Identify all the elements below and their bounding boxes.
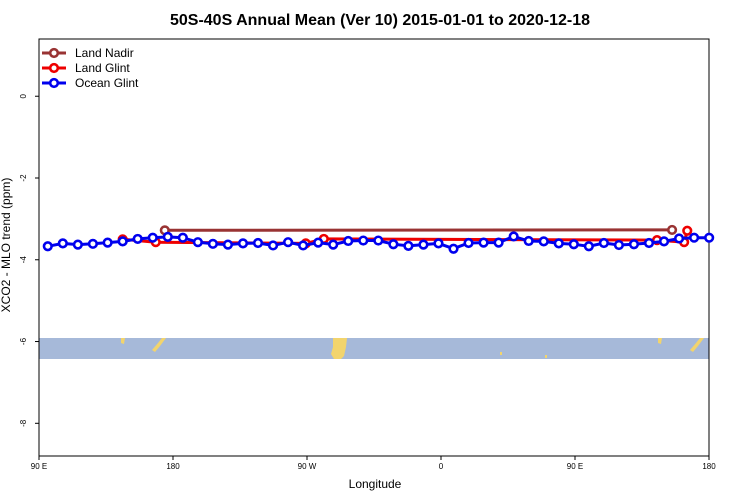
data-point	[298, 240, 309, 251]
x-tick-label: 0	[439, 462, 444, 471]
x-tick-label: 180	[702, 462, 716, 471]
data-point	[643, 237, 655, 249]
legend-marker	[48, 77, 60, 89]
data-point	[628, 239, 640, 250]
land-patches	[121, 338, 704, 359]
data-point	[538, 236, 549, 247]
data-point	[478, 237, 489, 248]
data-point	[192, 237, 203, 248]
data-point	[418, 239, 429, 250]
legend-marker	[48, 62, 60, 74]
data-point	[72, 239, 83, 250]
data-point	[658, 236, 670, 247]
data-point	[523, 235, 534, 247]
data-point	[433, 238, 444, 249]
data-point	[87, 238, 98, 249]
data-point	[162, 231, 173, 242]
plot-frame	[38, 38, 710, 457]
legend-marker	[48, 47, 60, 59]
data-point	[598, 237, 609, 249]
data-point	[493, 237, 504, 248]
data-point	[132, 233, 143, 245]
data-point	[267, 240, 279, 251]
data-point	[689, 232, 700, 243]
data-point	[313, 237, 324, 248]
data-point	[57, 238, 68, 249]
legend-label: Ocean Glint	[75, 76, 139, 90]
data-point	[666, 224, 678, 236]
x-tick-label: 90 E	[567, 462, 583, 471]
land-patch-new-zealand-right	[658, 338, 704, 352]
land-patch-new-zealand-left	[121, 338, 166, 352]
data-point	[448, 243, 459, 254]
data-point	[207, 238, 219, 249]
data-point	[463, 237, 474, 249]
y-tick-label: 0	[19, 93, 28, 98]
legend-label: Land Glint	[75, 61, 130, 75]
data-point	[147, 232, 158, 243]
data-point	[682, 225, 693, 236]
data-point	[222, 239, 234, 250]
y-tick-label: -2	[19, 174, 28, 182]
data-point	[237, 238, 249, 249]
data-point	[343, 235, 354, 247]
land-patch-south-america	[331, 338, 347, 359]
data-point	[373, 235, 384, 246]
data-point	[704, 232, 715, 243]
x-axis-label: Longitude	[349, 477, 402, 491]
data-point	[282, 237, 294, 248]
x-axis: 90 E 180 90 W 0 90 E 180	[31, 456, 716, 471]
data-point	[388, 239, 399, 250]
data-point	[117, 236, 128, 247]
legend-label: Land Nadir	[75, 46, 134, 60]
y-tick-label: -4	[19, 256, 28, 264]
y-axis: 0 -2 -4 -6 -8	[19, 93, 39, 427]
x-tick-label: 90 E	[31, 462, 47, 471]
chart-title: 50S-40S Annual Mean (Ver 10) 2015-01-01 …	[170, 12, 590, 29]
data-point	[42, 241, 53, 252]
data-point	[553, 238, 564, 249]
x-tick-label: 90 W	[298, 462, 317, 471]
data-point	[673, 233, 685, 244]
y-tick-label: -6	[19, 337, 28, 345]
ocean-band	[39, 338, 709, 359]
data-point	[328, 239, 339, 250]
data-point	[252, 237, 264, 249]
data-point	[613, 239, 625, 251]
data-point	[358, 235, 369, 246]
data-point	[177, 232, 188, 243]
y-tick-label: -8	[19, 419, 28, 427]
series-layer	[42, 224, 715, 254]
data-point	[508, 231, 519, 242]
data-point	[568, 239, 579, 250]
data-point	[583, 241, 594, 252]
data-point	[403, 240, 414, 251]
x-tick-label: 180	[166, 462, 180, 471]
data-point	[102, 237, 113, 248]
y-axis-label: XCO2 - MLO trend (ppm)	[0, 178, 13, 313]
